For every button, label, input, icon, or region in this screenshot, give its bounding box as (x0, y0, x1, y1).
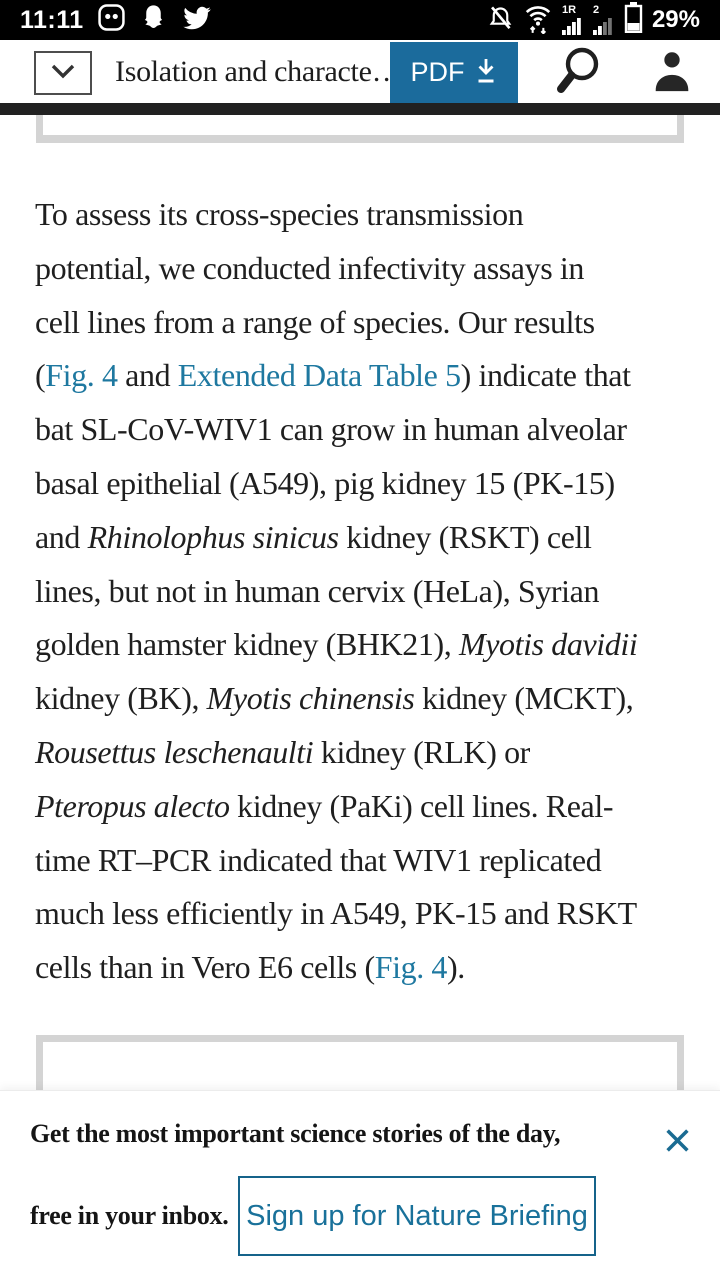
paragraph-line: To assess its cross-species transmission (35, 188, 697, 242)
species-name-italic: Rhinolophus sinicus (87, 518, 339, 555)
header-divider (0, 103, 720, 115)
inline-link[interactable]: Fig. 4 (45, 357, 118, 394)
page-title: Isolation and characte… (115, 54, 402, 88)
paragraph-line: kidney (BK), Myotis chinensis kidney (MC… (35, 672, 697, 726)
wifi-icon (523, 2, 553, 39)
paragraph-text: cell lines from a range of species. Our … (35, 303, 595, 340)
pdf-download-button[interactable]: PDF (390, 42, 518, 103)
banner-close-button[interactable] (654, 1119, 700, 1165)
banner-message-line2: free in your inbox. (30, 1201, 229, 1230)
paragraph-line: basal epithelial (A549), pig kidney 15 (… (35, 457, 697, 511)
banner-message-line1: Get the most important science stories o… (30, 1119, 561, 1148)
paragraph-text: bat SL-CoV-WIV1 can grow in human alveol… (35, 411, 627, 448)
paragraph-line: cell lines from a range of species. Our … (35, 296, 697, 350)
paragraph-text: cells than in Vero E6 cells ( (35, 949, 375, 986)
paragraph-text: To assess its cross-species transmission (35, 196, 524, 232)
paragraph-text: kidney (PaKi) cell lines. Real- (229, 787, 614, 824)
battery-icon (624, 2, 643, 38)
close-icon (664, 1127, 691, 1157)
species-name-italic: Myotis chinensis (206, 680, 415, 717)
paragraph-line: golden hamster kidney (BHK21), Myotis da… (35, 618, 697, 672)
paragraph-line: lines, but not in human cervix (HeLa), S… (35, 565, 697, 619)
figure-container-partial-bottom[interactable] (36, 1035, 684, 1091)
chevron-down-icon (47, 61, 79, 86)
inline-link[interactable]: Fig. 4 (374, 949, 448, 986)
species-name-italic: Myotis davidii (458, 626, 638, 663)
paragraph-line: bat SL-CoV-WIV1 can grow in human alveol… (35, 403, 697, 457)
notifications-off-icon (487, 4, 514, 36)
account-button[interactable] (642, 42, 702, 102)
paragraph-text: ( (35, 357, 46, 394)
paragraph-line: cells than in Vero E6 cells (Fig. 4). (35, 941, 697, 995)
article-paragraph: To assess its cross-species transmission… (35, 188, 697, 995)
paragraph-text: ) indicate that (460, 357, 631, 394)
pdf-button-label: PDF (410, 57, 465, 87)
battery-percent: 29% (651, 6, 700, 33)
paragraph-text: kidney (RSKT) cell (338, 518, 592, 555)
paragraph-line: and Rhinolophus sinicus kidney (RSKT) ce… (35, 511, 697, 565)
signal-primary-icon: 1R (561, 4, 584, 35)
search-icon (554, 45, 602, 100)
paragraph-line: Rousettus leschenaulti kidney (RLK) or (35, 726, 697, 780)
paragraph-line: Pteropus alecto kidney (PaKi) cell lines… (35, 780, 697, 834)
paragraph-text: golden hamster kidney (BHK21), (35, 626, 459, 663)
status-bar: 11:11 1R 2 (0, 0, 720, 40)
status-icons-right: 1R 2 29% (487, 2, 700, 39)
paragraph-text: basal epithelial (A549), pig kidney 15 (… (35, 464, 615, 501)
paragraph-text: potential, we conducted infectivity assa… (35, 249, 584, 286)
snapchat-icon (139, 3, 168, 37)
person-icon (649, 47, 695, 98)
paragraph-text: and (117, 357, 178, 394)
signal-secondary-label: 2 (592, 4, 600, 16)
article-header: Isolation and characte… PDF (0, 40, 720, 103)
download-icon (474, 58, 498, 88)
briefing-banner: Get the most important science stories o… (0, 1090, 720, 1280)
paragraph-line: time RT–PCR indicated that WIV1 replicat… (35, 834, 697, 888)
paragraph-text: time RT–PCR indicated that WIV1 replicat… (35, 841, 602, 878)
paragraph-text: kidney (RLK) or (313, 733, 530, 770)
species-name-italic: Rousettus leschenaulti (35, 733, 314, 770)
paragraph-line: much less efficiently in A549, PK-15 and… (35, 887, 697, 941)
paragraph-text: kidney (MCKT), (414, 680, 634, 717)
signal-secondary-icon: 2 (592, 4, 615, 35)
inline-link[interactable]: Extended Data Table 5 (177, 357, 461, 394)
paragraph-text: kidney (BK), (35, 680, 207, 717)
paragraph-line: (Fig. 4 and Extended Data Table 5) indic… (35, 349, 697, 403)
search-button[interactable] (548, 42, 608, 102)
figure-container-partial-top[interactable] (36, 115, 684, 143)
signal-primary-label: 1R (561, 4, 577, 16)
contents-dropdown-button[interactable] (34, 51, 92, 95)
signup-nature-briefing-button[interactable]: Sign up for Nature Briefing (238, 1176, 596, 1256)
paragraph-line: potential, we conducted infectivity assa… (35, 242, 697, 296)
paragraph-text: ). (447, 949, 465, 986)
species-name-italic: Pteropus alecto (35, 787, 230, 824)
paragraph-text: much less efficiently in A549, PK-15 and… (35, 895, 637, 932)
clock: 11:11 (20, 5, 84, 34)
paragraph-text: and (35, 518, 88, 555)
paragraph-text: lines, but not in human cervix (HeLa), S… (35, 572, 600, 609)
two-dots-app-icon (97, 4, 125, 36)
twitter-icon (182, 3, 212, 38)
